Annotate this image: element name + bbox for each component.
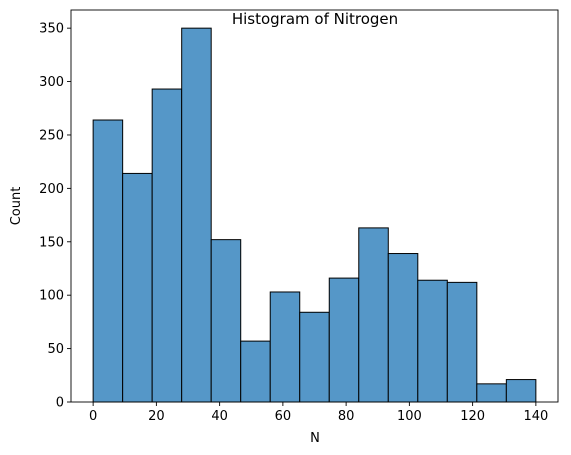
y-tick-label: 50 xyxy=(47,342,64,357)
x-tick-label: 80 xyxy=(338,409,355,424)
y-tick-label: 300 xyxy=(39,75,64,90)
y-tick-label: 250 xyxy=(39,128,64,143)
y-tick-label: 200 xyxy=(39,182,64,197)
chart-title: Histogram of Nitrogen xyxy=(232,10,398,28)
histogram-bar xyxy=(329,278,359,402)
histogram-bar xyxy=(270,292,300,402)
x-tick-label: 20 xyxy=(148,409,165,424)
y-tick-label: 0 xyxy=(56,396,64,411)
x-axis-title: N xyxy=(310,431,320,446)
histogram-bar xyxy=(211,240,241,402)
bars-group xyxy=(93,28,536,402)
histogram-bar xyxy=(506,380,536,402)
y-axis-ticks: 0 50 100 150 200 250 300 350 xyxy=(39,22,71,411)
histogram-bar xyxy=(300,312,330,402)
y-tick-label: 100 xyxy=(39,289,64,304)
y-axis-title: Count xyxy=(9,187,24,226)
histogram-bar xyxy=(388,254,418,402)
x-tick-label: 120 xyxy=(460,409,485,424)
y-tick-label: 350 xyxy=(39,22,64,37)
x-tick-label: 0 xyxy=(89,409,97,424)
y-tick-label: 150 xyxy=(39,235,64,250)
histogram-bar xyxy=(241,341,271,402)
x-axis-ticks: 0 20 40 60 80 100 120 140 xyxy=(89,402,548,424)
histogram-bar xyxy=(447,282,477,402)
x-tick-label: 140 xyxy=(523,409,548,424)
histogram-bar xyxy=(182,28,212,402)
histogram-bar xyxy=(418,280,448,402)
histogram-bar xyxy=(93,120,123,402)
x-tick-label: 60 xyxy=(275,409,292,424)
histogram-bar xyxy=(123,173,153,402)
x-tick-label: 100 xyxy=(397,409,422,424)
x-tick-label: 40 xyxy=(211,409,228,424)
histogram-bar xyxy=(359,228,389,402)
histogram-bar xyxy=(477,384,507,402)
histogram-bar xyxy=(152,89,182,402)
